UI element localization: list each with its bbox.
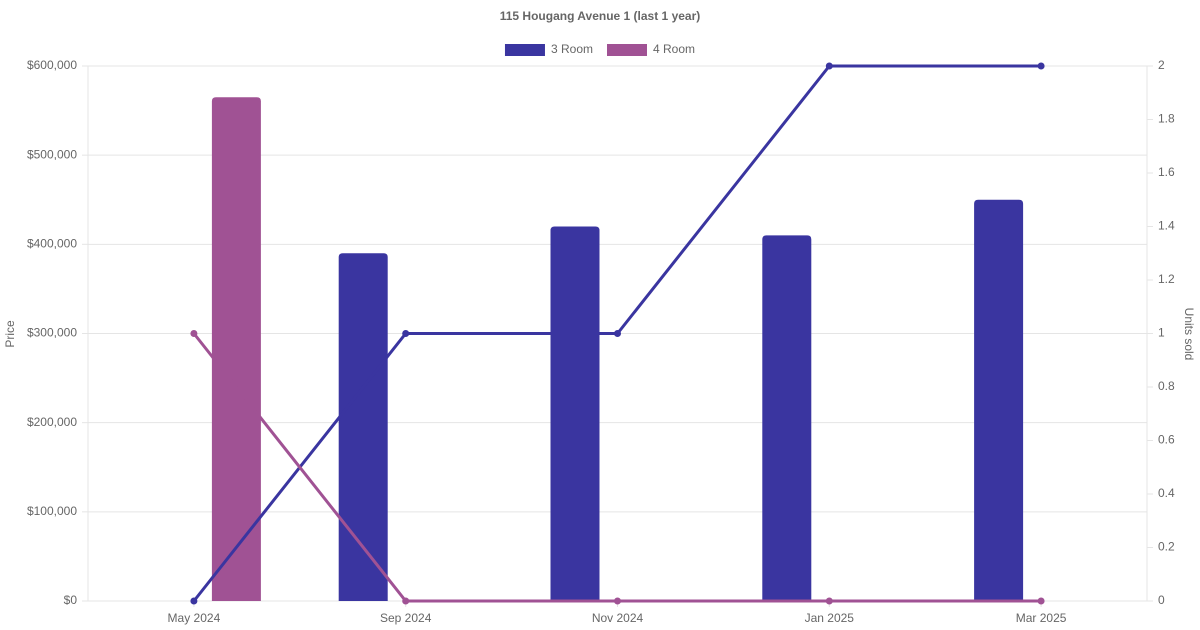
- bar: [762, 235, 812, 601]
- bar: [338, 253, 388, 601]
- point: [402, 597, 410, 605]
- point: [1037, 597, 1045, 605]
- bar: [974, 199, 1024, 601]
- x-tick-label: Mar 2025: [1016, 611, 1067, 625]
- point: [825, 597, 833, 605]
- y2-tick-label: 1.2: [1158, 272, 1175, 286]
- point: [614, 597, 621, 605]
- y2-tick-label: 1.8: [1158, 112, 1175, 126]
- point: [1037, 62, 1045, 70]
- point: [614, 330, 621, 337]
- point: [402, 330, 410, 337]
- point: [825, 62, 833, 70]
- y2-tick-label: 0.8: [1158, 379, 1175, 393]
- y-tick-label: $500,000: [27, 147, 77, 161]
- legend-label: 4 Room: [653, 42, 695, 56]
- y2-tick-label: 1: [1158, 326, 1165, 340]
- chart-title: 115 Hougang Avenue 1 (last 1 year): [500, 9, 701, 23]
- y2-tick-label: 0: [1158, 593, 1165, 607]
- y2-tick-label: 0.6: [1158, 433, 1175, 447]
- line: [192, 332, 1042, 603]
- y-tick-label: $300,000: [27, 326, 77, 340]
- y2-tick-label: 0.2: [1158, 540, 1175, 554]
- x-tick-label: Nov 2024: [592, 611, 644, 625]
- y2-tick-label: 1.4: [1158, 219, 1175, 233]
- x-tick-label: Sep 2024: [380, 611, 432, 625]
- legend-label: 3 Room: [551, 42, 593, 56]
- y2-axis-label: Units sold: [1182, 308, 1196, 361]
- y-tick-label: $100,000: [27, 504, 77, 518]
- point: [190, 330, 198, 337]
- y-tick-label: $200,000: [27, 415, 77, 429]
- legend-swatch: [607, 44, 647, 56]
- x-tick-label: Jan 2025: [805, 611, 855, 625]
- y-tick-label: $600,000: [27, 58, 77, 72]
- y-axis-label: Price: [3, 320, 17, 348]
- point: [190, 597, 198, 605]
- y2-tick-label: 1.6: [1158, 165, 1175, 179]
- y-tick-label: $0: [64, 593, 78, 607]
- y2-tick-label: 0.4: [1158, 486, 1175, 500]
- legend-swatch: [504, 44, 545, 56]
- bar: [211, 97, 261, 601]
- y-tick-label: $400,000: [27, 237, 77, 251]
- x-tick-label: May 2024: [168, 611, 221, 625]
- y2-tick-label: 2: [1158, 58, 1165, 72]
- bar: [550, 226, 600, 601]
